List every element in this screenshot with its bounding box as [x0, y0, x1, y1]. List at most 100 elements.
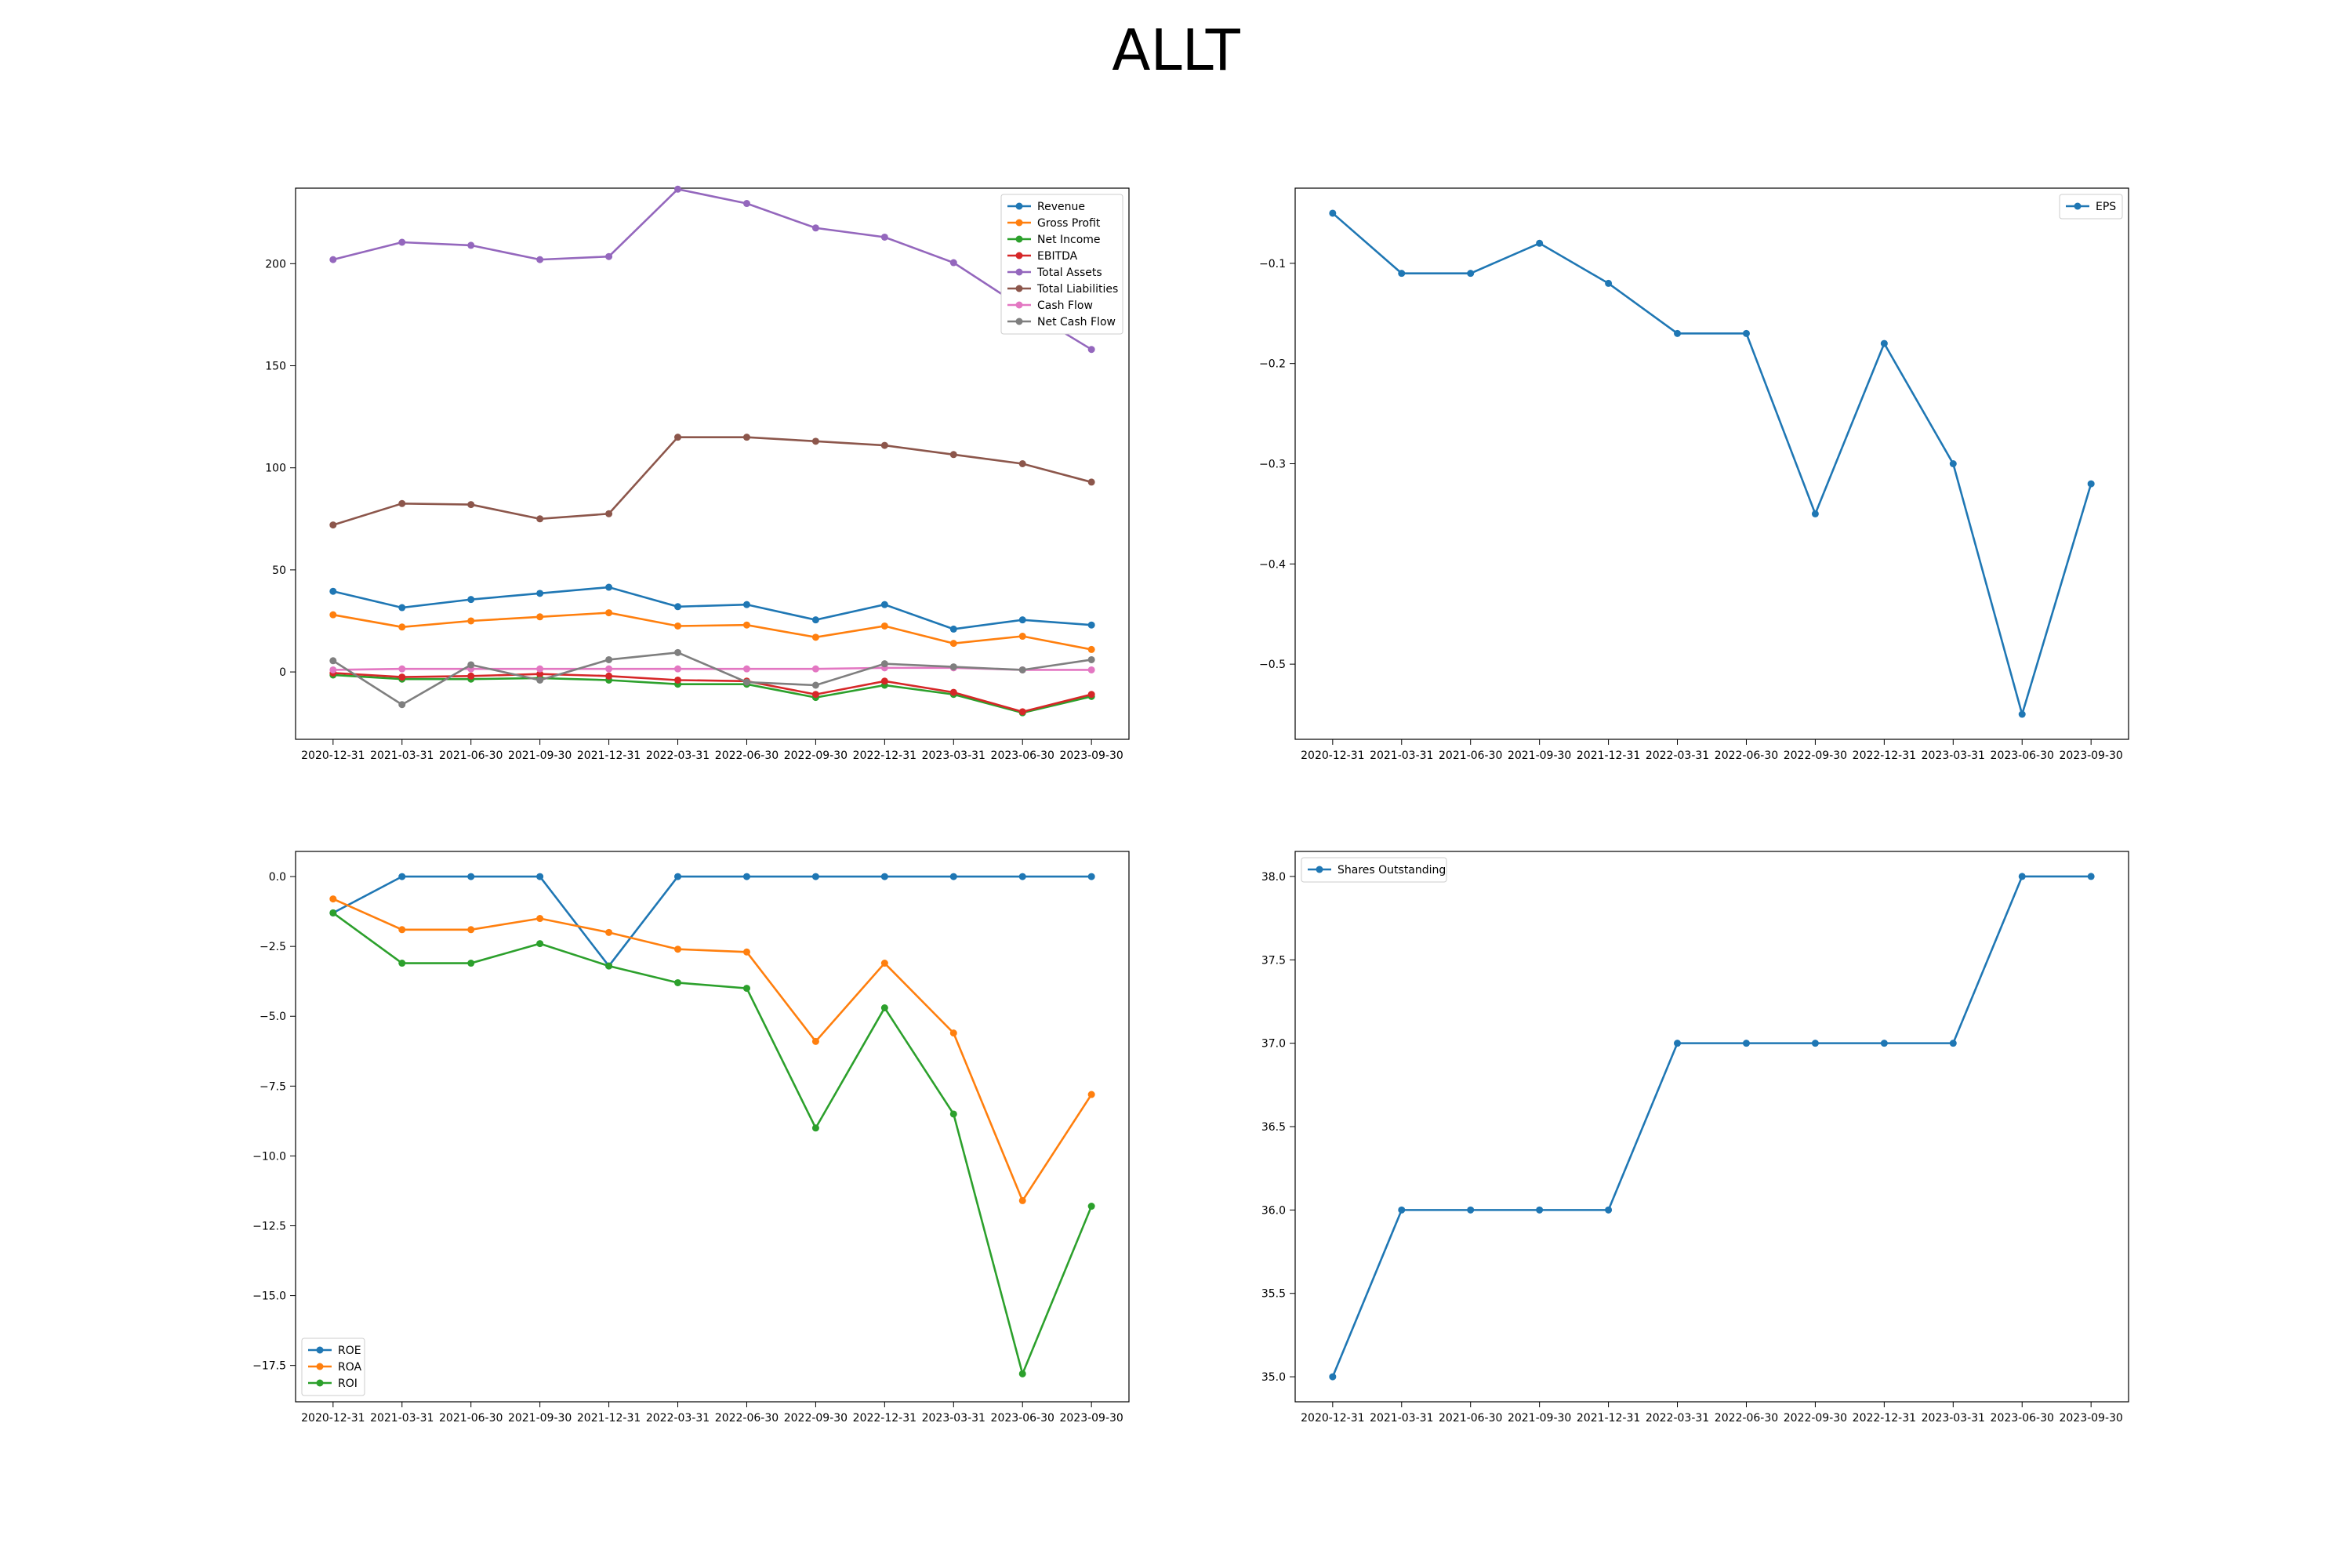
data-point [605, 665, 613, 673]
data-point [742, 985, 750, 993]
series-line-roe [332, 875, 1092, 968]
data-point [605, 928, 613, 936]
data-point [742, 601, 750, 608]
legend-marker [1015, 301, 1023, 309]
data-point [1880, 1040, 1888, 1047]
data-point [742, 621, 750, 629]
data-point [1949, 1040, 1957, 1047]
data-point [1949, 460, 1957, 467]
y-tick-label: 200 [265, 258, 286, 270]
x-tick-label: 2023-06-30 [991, 750, 1054, 762]
data-point [467, 960, 475, 967]
x-tick-label: 2020-12-31 [1301, 750, 1364, 762]
data-point [1605, 1206, 1613, 1214]
data-point [398, 673, 406, 681]
legend-label: ROA [338, 1361, 362, 1374]
data-point [674, 946, 682, 953]
data-point [880, 622, 888, 630]
x-tick-label: 2021-06-30 [1439, 1412, 1502, 1425]
data-point [1536, 1206, 1544, 1214]
x-tick-label: 2022-09-30 [1784, 1412, 1847, 1425]
data-point [1536, 239, 1544, 247]
data-point [467, 617, 475, 625]
legend-marker [1015, 252, 1023, 260]
series-line-ebitda [332, 672, 1092, 713]
legend-marker [1015, 318, 1023, 325]
y-tick-label: 35.0 [1261, 1371, 1286, 1384]
series-line-shares-outstanding [1331, 875, 2092, 1377]
data-point [1811, 510, 1819, 517]
x-tick-label: 2022-12-31 [1853, 750, 1916, 762]
data-point [811, 665, 819, 673]
series-line-gross-profit [332, 612, 1092, 651]
legend-box [2059, 194, 2123, 220]
x-tick-label: 2020-12-31 [1301, 1412, 1364, 1425]
data-point [880, 441, 888, 449]
series-line-roa [332, 898, 1093, 1203]
data-point [536, 515, 544, 523]
x-tick-label: 2022-03-31 [646, 750, 710, 762]
series-line-eps [1331, 212, 2092, 718]
legend-marker [2074, 202, 2082, 210]
data-point [674, 185, 682, 193]
x-tick-label: 2021-09-30 [1508, 1412, 1571, 1425]
legend-box [1301, 857, 1447, 883]
data-point [605, 583, 613, 591]
data-point [605, 510, 613, 517]
x-tick-label: 2020-12-31 [301, 1412, 365, 1425]
data-point [674, 603, 682, 611]
data-point [949, 640, 957, 648]
y-tick-label: 37.5 [1261, 954, 1286, 967]
plot-frame [1294, 851, 2129, 1403]
legend-label: Total Assets [1036, 267, 1102, 279]
data-point [880, 233, 888, 241]
data-point [674, 434, 682, 441]
legend-marker [316, 1363, 324, 1370]
data-point [329, 909, 337, 916]
y-tick-label: −0.5 [1259, 659, 1286, 671]
data-point [949, 688, 957, 696]
data-point [880, 677, 888, 685]
y-tick-label: −15.0 [252, 1290, 286, 1303]
data-point [1467, 270, 1475, 278]
chart-ratios: 2020-12-31 2021-03-31 2021-06-30 2021-09-30… [252, 851, 1130, 1425]
legend-marker [316, 1379, 324, 1387]
data-point [811, 1124, 819, 1132]
legend-box [1000, 194, 1123, 335]
x-tick-label: 2021-09-30 [508, 1412, 572, 1425]
data-point [674, 978, 682, 986]
data-point [949, 663, 957, 671]
plot-frame [295, 851, 1130, 1403]
y-tick-label: 35.5 [1261, 1288, 1286, 1301]
data-point [949, 1029, 957, 1037]
x-tick-label: 2021-09-30 [1508, 750, 1571, 762]
x-tick-label: 2023-09-30 [2059, 1412, 2122, 1425]
data-point [742, 434, 750, 441]
data-point [674, 665, 682, 673]
legend-label: Net Cash Flow [1037, 316, 1116, 328]
data-point [949, 625, 957, 633]
data-point [536, 940, 544, 948]
data-point [1605, 279, 1613, 287]
x-tick-label: 2021-03-31 [1370, 750, 1433, 762]
data-point [2018, 710, 2026, 718]
data-point [605, 655, 613, 663]
x-tick-label: 2023-03-31 [922, 750, 985, 762]
x-tick-label: 2022-06-30 [1715, 1412, 1778, 1425]
x-tick-label: 2021-12-31 [577, 750, 641, 762]
data-point [536, 676, 544, 684]
data-point [1087, 873, 1095, 880]
x-tick-label: 2022-06-30 [715, 750, 779, 762]
x-tick-label: 2022-03-31 [1646, 750, 1709, 762]
x-tick-label: 2020-12-31 [301, 750, 365, 762]
data-point [742, 200, 750, 208]
data-point [1018, 1196, 1026, 1204]
data-point [811, 437, 819, 445]
data-point [2087, 873, 2095, 880]
data-point [398, 960, 406, 967]
x-tick-label: 2023-06-30 [991, 1412, 1054, 1425]
chart-financials: 2020-12-31 2021-03-31 2021-06-30 2021-09-30… [265, 185, 1130, 762]
data-point [605, 672, 613, 680]
data-point [1018, 460, 1026, 467]
data-point [467, 672, 475, 680]
